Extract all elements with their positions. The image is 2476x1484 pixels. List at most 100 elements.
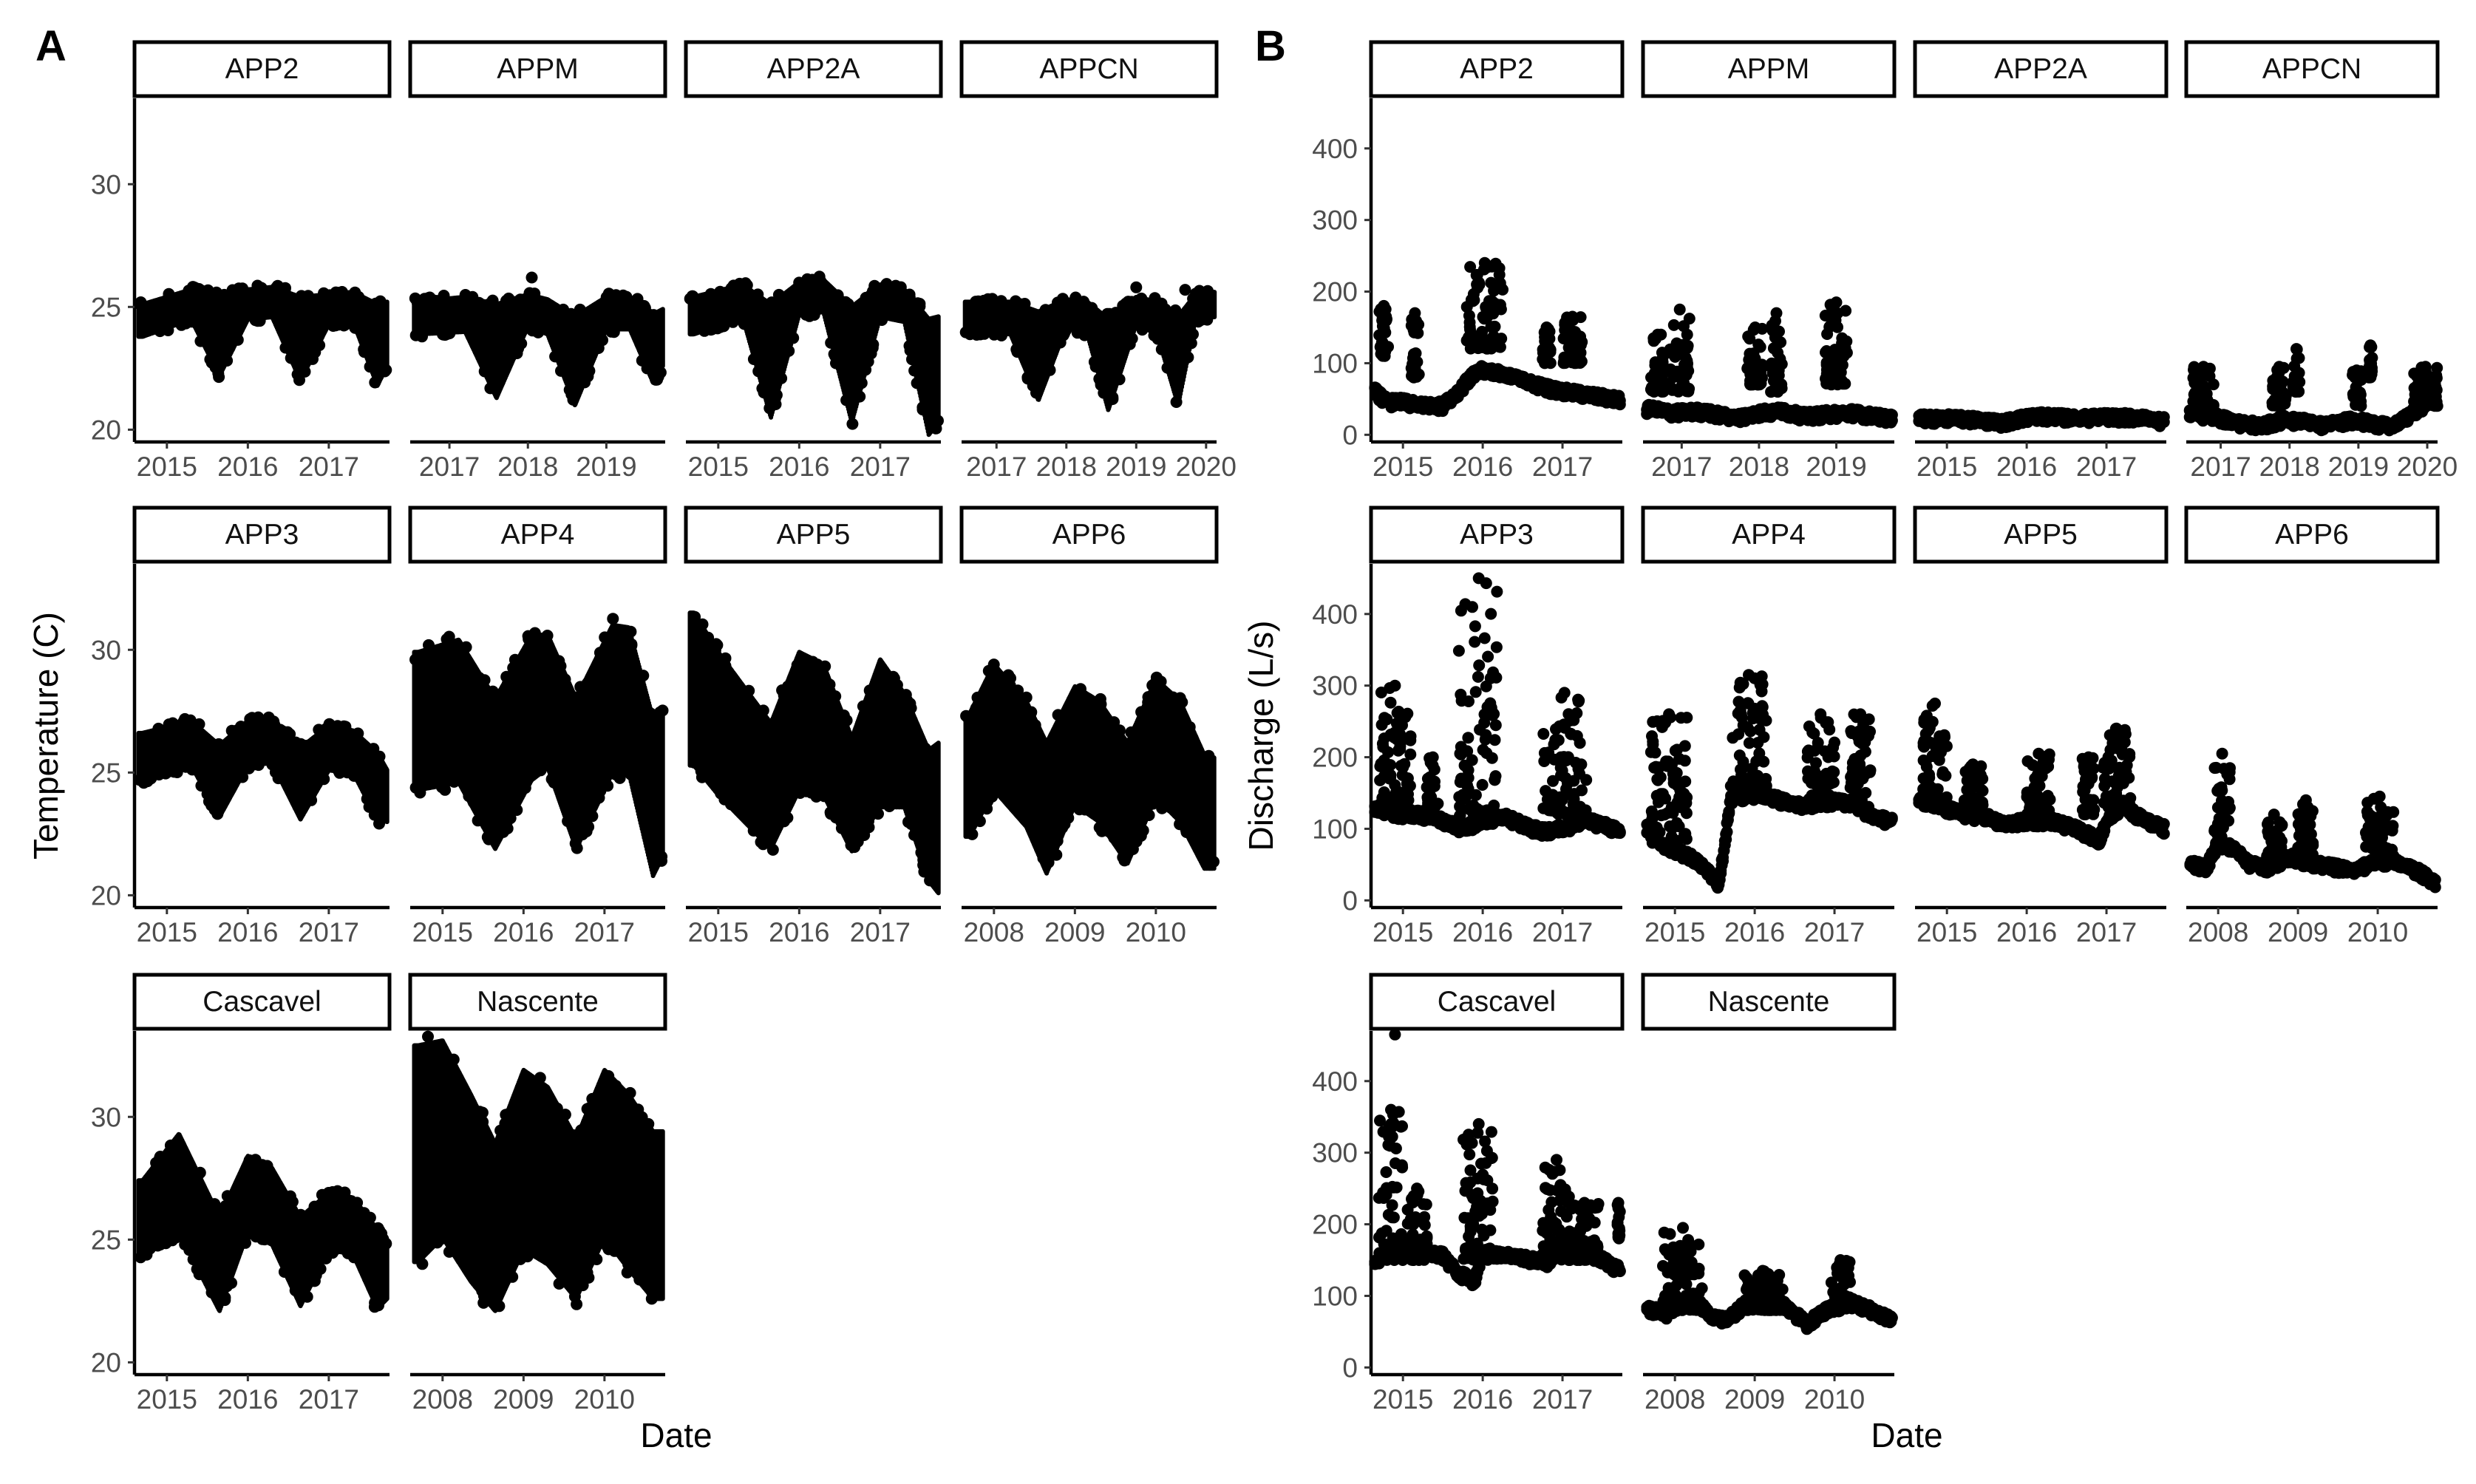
data-point: [318, 773, 330, 786]
data-point: [810, 661, 822, 673]
data-point: [137, 772, 149, 785]
data-point: [775, 372, 788, 384]
data-point: [586, 810, 599, 823]
x-tick-label: 2010: [574, 1384, 635, 1415]
data-point: [930, 422, 942, 435]
data-points: [135, 1131, 392, 1313]
data-point: [193, 285, 205, 298]
data-point: [486, 685, 499, 698]
data-point: [218, 290, 231, 303]
data-point: [351, 1197, 364, 1209]
data-point: [440, 1229, 452, 1241]
data-point: [504, 812, 517, 825]
data-point: [725, 798, 737, 811]
data-point: [1086, 696, 1099, 709]
data-point: [442, 773, 455, 786]
data-point: [758, 387, 770, 399]
data-point: [831, 289, 844, 302]
data-point: [840, 714, 853, 726]
data-point: [901, 694, 913, 707]
data-point: [1011, 346, 1024, 358]
data-point: [911, 377, 923, 389]
data-point: [1054, 336, 1067, 349]
data-point: [519, 650, 531, 663]
data-point: [230, 724, 242, 737]
data-point: [571, 842, 583, 854]
data-point: [162, 766, 174, 778]
data-point: [825, 336, 837, 349]
data-point: [293, 1209, 306, 1222]
data-point: [353, 290, 365, 303]
x-tick-label: 2019: [1106, 452, 1166, 482]
data-point: [1126, 296, 1137, 308]
data-point: [221, 1280, 234, 1293]
data-point: [523, 633, 535, 645]
x-tick-label: 2017: [850, 452, 911, 482]
data-point: [752, 365, 765, 378]
data-point: [154, 1239, 166, 1251]
data-point: [219, 1294, 231, 1307]
data-point: [316, 1188, 328, 1201]
data-point: [562, 1278, 575, 1290]
data-point: [835, 822, 848, 834]
data-point: [463, 790, 475, 803]
facet-strip-label: APPM: [497, 53, 579, 85]
data-point: [327, 320, 339, 332]
data-point: [747, 825, 760, 837]
x-tick-label: 2016: [217, 452, 278, 482]
data-point: [830, 357, 842, 370]
data-point: [1060, 324, 1072, 336]
data-point: [1161, 361, 1174, 374]
data-point: [866, 285, 879, 298]
data-point: [733, 277, 746, 290]
data-point: [478, 365, 491, 378]
data-point: [1179, 284, 1191, 296]
data-points: [409, 271, 667, 408]
data-points: [684, 270, 944, 438]
data-point: [1037, 852, 1050, 865]
data-point: [481, 831, 494, 843]
data-point: [290, 736, 302, 749]
data-point: [791, 658, 803, 671]
data-point: [574, 690, 586, 703]
data-point: [880, 278, 893, 290]
data-point: [919, 742, 931, 755]
x-tick-label: 2017: [966, 452, 1027, 482]
data-point: [855, 827, 868, 840]
data-point: [761, 718, 773, 730]
data-points: [133, 711, 390, 830]
data-point: [302, 293, 315, 306]
data-point: [925, 871, 938, 884]
data-point: [373, 817, 385, 830]
data-point: [646, 1286, 659, 1298]
data-point: [384, 299, 390, 369]
x-tick-label: 2008: [964, 917, 1024, 947]
data-point: [631, 293, 644, 305]
data-point: [510, 1252, 523, 1265]
x-tick-label: 2018: [1036, 452, 1097, 482]
data-point: [279, 729, 292, 742]
data-point: [299, 365, 311, 378]
data-point: [459, 296, 472, 308]
data-point: [336, 286, 348, 299]
data-point: [715, 787, 727, 800]
data-point: [162, 324, 174, 336]
data-point: [568, 1290, 581, 1303]
data-point: [180, 760, 192, 773]
data-point: [166, 1234, 179, 1247]
data-point: [769, 392, 781, 405]
data-point: [1030, 387, 1042, 399]
data-point: [747, 353, 760, 365]
y-tick-label: 30: [91, 1102, 121, 1132]
data-point: [1015, 298, 1027, 310]
data-point: [305, 794, 318, 806]
data-point: [595, 1231, 608, 1244]
data-point: [1093, 821, 1106, 834]
data-point: [580, 826, 593, 837]
x-tick-label: 2010: [1126, 917, 1186, 947]
data-point: [373, 1299, 384, 1312]
data-point: [654, 706, 667, 718]
data-point: [936, 741, 941, 896]
